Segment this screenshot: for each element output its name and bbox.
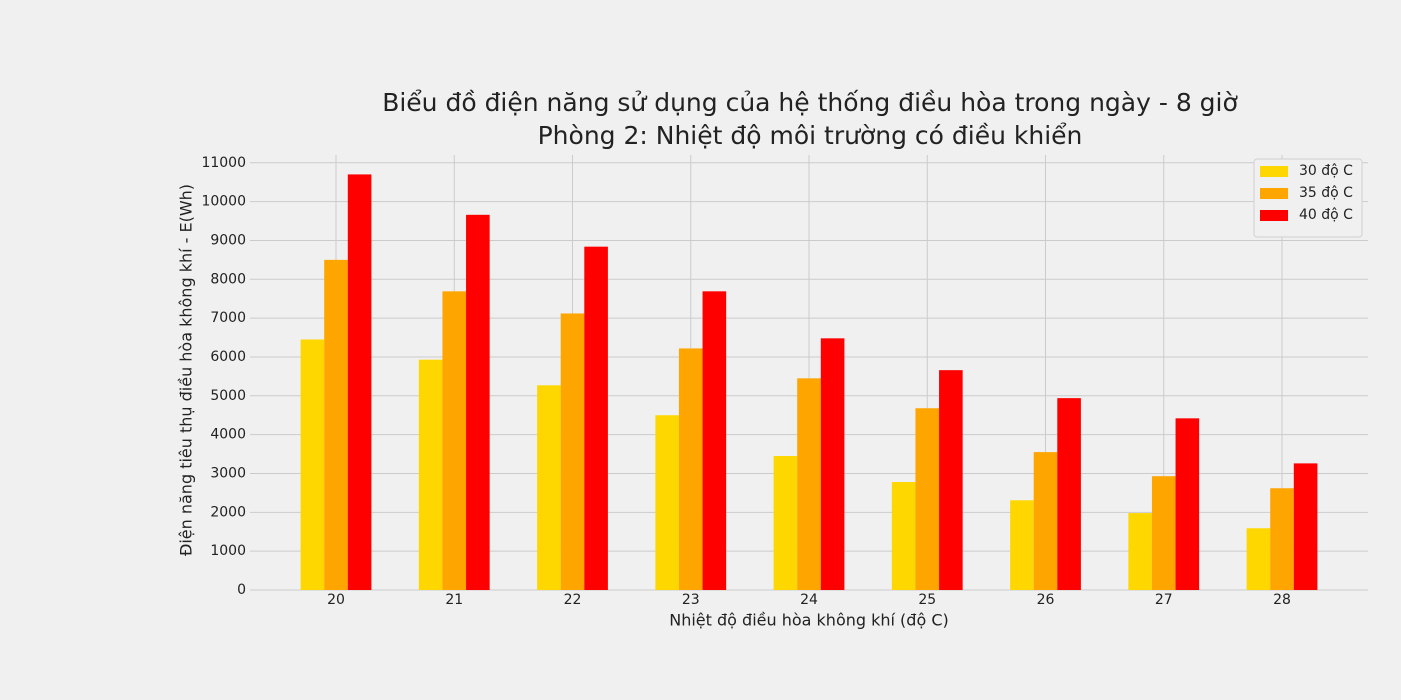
x-tick-label: 22 bbox=[564, 592, 582, 608]
y-tick-label: 0 bbox=[237, 582, 246, 598]
bar bbox=[347, 174, 372, 590]
x-axis-label: Nhiệt độ điều hòa không khí (độ C) bbox=[669, 611, 948, 630]
x-tick-label: 28 bbox=[1273, 592, 1291, 608]
legend-swatch bbox=[1260, 188, 1288, 199]
bar bbox=[442, 291, 467, 590]
bar bbox=[466, 214, 490, 590]
bar bbox=[1293, 463, 1318, 590]
bar bbox=[678, 348, 703, 590]
chart-subtitle: Phòng 2: Nhiệt độ môi trường có điều khi… bbox=[538, 121, 1083, 150]
chart-title: Biểu đồ điện năng sử dụng của hệ thống đ… bbox=[382, 88, 1238, 117]
y-tick-label: 10000 bbox=[201, 194, 246, 210]
y-tick-label: 9000 bbox=[210, 232, 246, 248]
bar bbox=[1057, 398, 1081, 590]
x-tick-label: 24 bbox=[800, 592, 818, 608]
y-tick-label: 1000 bbox=[210, 543, 246, 559]
legend: 30 độ C 35 độ C 40 độ C bbox=[1253, 158, 1363, 238]
y-tick-label: 4000 bbox=[210, 427, 246, 443]
y-tick-label: 5000 bbox=[210, 388, 246, 404]
bar bbox=[418, 359, 443, 590]
bar bbox=[1175, 418, 1200, 590]
x-tick-label: 21 bbox=[445, 592, 463, 608]
legend-label: 35 độ C bbox=[1299, 185, 1353, 201]
y-axis-label: Điện năng tiêu thụ điều hòa không khí - … bbox=[177, 184, 196, 556]
x-tick-label: 27 bbox=[1155, 592, 1173, 608]
marks bbox=[300, 174, 1318, 591]
bar bbox=[655, 415, 679, 590]
legend-swatch bbox=[1260, 166, 1288, 177]
y-tick-label: 3000 bbox=[210, 465, 246, 481]
x-tick-label: 23 bbox=[682, 592, 700, 608]
legend-label: 30 độ C bbox=[1299, 163, 1353, 179]
x-tick-label: 26 bbox=[1037, 592, 1055, 608]
bar bbox=[1033, 452, 1058, 590]
bar bbox=[537, 385, 561, 590]
y-tick-label: 11000 bbox=[201, 155, 246, 171]
bar bbox=[300, 339, 325, 590]
bar bbox=[1270, 488, 1294, 590]
bar bbox=[1128, 513, 1152, 590]
bar bbox=[584, 246, 608, 591]
y-tick-label: 2000 bbox=[210, 504, 246, 520]
legend-label: 40 độ C bbox=[1299, 207, 1353, 223]
bar bbox=[1246, 528, 1271, 590]
x-tick-label: 25 bbox=[918, 592, 936, 608]
bar bbox=[773, 456, 798, 590]
bar bbox=[820, 338, 845, 590]
y-tick-label: 8000 bbox=[210, 271, 246, 287]
x-tick-label: 20 bbox=[327, 592, 345, 608]
bar bbox=[560, 313, 585, 590]
legend-swatch bbox=[1260, 210, 1288, 221]
bar bbox=[939, 370, 963, 590]
bar bbox=[891, 482, 916, 590]
bar bbox=[702, 291, 727, 590]
bar bbox=[1151, 476, 1176, 590]
bar bbox=[324, 259, 348, 590]
bar bbox=[1010, 500, 1034, 590]
bar bbox=[915, 408, 940, 590]
y-tick-label: 7000 bbox=[210, 310, 246, 326]
bar bbox=[797, 378, 821, 590]
y-tick-label: 6000 bbox=[210, 349, 246, 365]
